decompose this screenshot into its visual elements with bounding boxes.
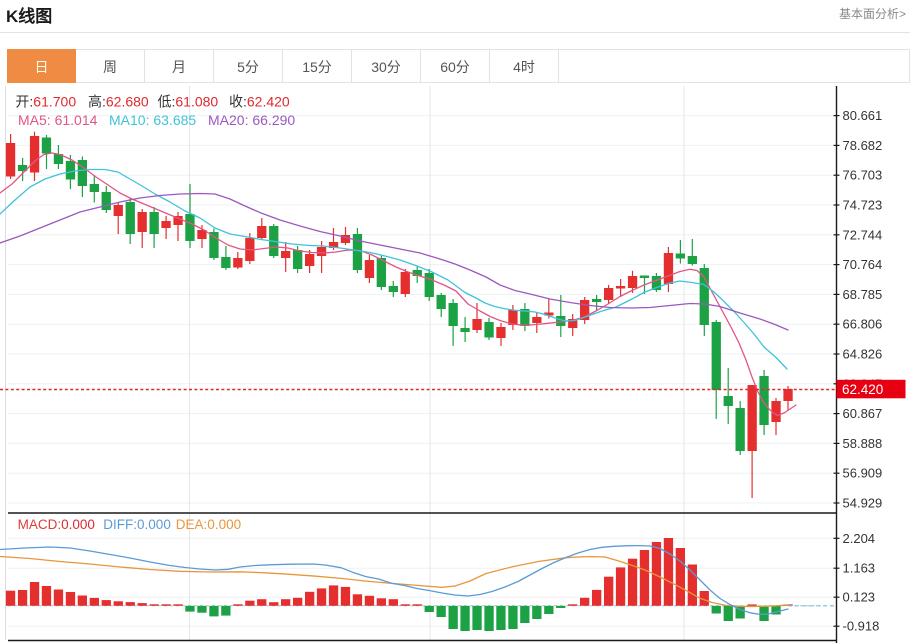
svg-text:-0.918: -0.918: [843, 619, 880, 634]
svg-text:2.204: 2.204: [843, 531, 876, 546]
svg-text:74.723: 74.723: [843, 198, 883, 213]
svg-text:1.163: 1.163: [843, 561, 876, 576]
svg-text:54.929: 54.929: [843, 496, 883, 511]
svg-text:76.703: 76.703: [843, 168, 883, 183]
svg-text:0.123: 0.123: [843, 590, 876, 605]
svg-text:58.888: 58.888: [843, 436, 883, 451]
svg-text:68.785: 68.785: [843, 287, 883, 302]
svg-text:64.826: 64.826: [843, 347, 883, 362]
svg-text:70.764: 70.764: [843, 257, 883, 272]
svg-text:66.806: 66.806: [843, 317, 883, 332]
svg-text:62.420: 62.420: [842, 382, 883, 397]
svg-text:60.867: 60.867: [843, 406, 883, 421]
svg-text:56.909: 56.909: [843, 466, 883, 481]
svg-text:72.744: 72.744: [843, 227, 883, 242]
svg-text:80.661: 80.661: [843, 108, 883, 123]
svg-text:78.682: 78.682: [843, 138, 883, 153]
